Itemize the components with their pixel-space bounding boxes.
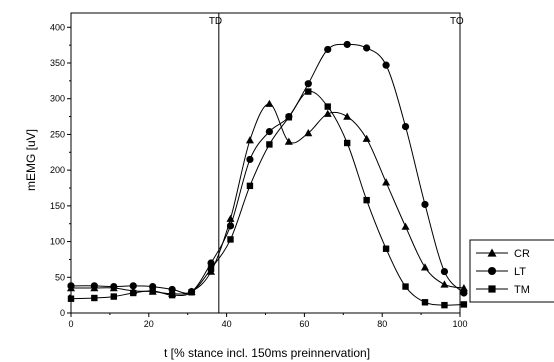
data-point bbox=[227, 236, 234, 243]
y-tick-label: 400 bbox=[50, 22, 65, 32]
data-point bbox=[91, 294, 98, 302]
legend: CR LT TM bbox=[469, 239, 554, 303]
data-point bbox=[110, 293, 117, 300]
y-tick-label: 300 bbox=[50, 94, 65, 104]
y-tick-label: 50 bbox=[55, 272, 65, 282]
data-point bbox=[343, 112, 352, 120]
data-point bbox=[401, 122, 410, 131]
data-point bbox=[382, 245, 390, 252]
x-tick-label: 60 bbox=[299, 319, 309, 329]
data-point bbox=[488, 285, 496, 293]
data-point bbox=[90, 282, 98, 290]
data-point bbox=[343, 139, 351, 147]
data-point bbox=[130, 289, 137, 297]
series-tm bbox=[67, 88, 468, 309]
data-point bbox=[207, 259, 215, 267]
data-point bbox=[363, 44, 371, 52]
data-point bbox=[304, 129, 313, 137]
data-point bbox=[402, 283, 409, 290]
y-tick-label: 150 bbox=[50, 201, 65, 211]
data-point bbox=[441, 301, 448, 309]
legend-label: CR bbox=[514, 248, 530, 260]
y-axis: 0 50 100 150 200 250 300 350 400 bbox=[50, 22, 71, 318]
data-point bbox=[324, 45, 332, 54]
data-point bbox=[129, 282, 137, 290]
data-point bbox=[382, 61, 390, 69]
y-tick-label: 350 bbox=[50, 58, 65, 68]
data-point bbox=[207, 265, 215, 272]
data-point bbox=[110, 282, 118, 291]
series-group bbox=[67, 40, 468, 309]
data-point bbox=[487, 266, 497, 276]
data-point bbox=[401, 222, 410, 230]
annotation-label: TD bbox=[209, 16, 222, 27]
data-point bbox=[285, 114, 293, 121]
y-tick-label: 200 bbox=[50, 165, 65, 175]
data-point bbox=[266, 141, 273, 148]
data-point bbox=[459, 284, 468, 292]
data-point bbox=[343, 40, 351, 49]
data-point bbox=[168, 285, 176, 294]
data-point bbox=[265, 127, 273, 136]
x-tick-label: 0 bbox=[68, 319, 73, 329]
data-point bbox=[421, 299, 429, 306]
data-point bbox=[246, 155, 254, 164]
series-lt bbox=[67, 40, 468, 297]
data-point bbox=[487, 248, 497, 257]
data-point bbox=[304, 80, 312, 88]
x-tick-label: 80 bbox=[377, 319, 387, 329]
data-point bbox=[382, 178, 391, 186]
y-tick-label: 0 bbox=[60, 308, 65, 318]
y-tick-label: 250 bbox=[50, 129, 65, 139]
legend-item: CR bbox=[476, 248, 530, 260]
y-tick-label: 100 bbox=[50, 237, 65, 247]
data-point bbox=[305, 88, 312, 95]
y-axis-label: mEMG [uV] bbox=[24, 129, 38, 191]
data-point bbox=[149, 287, 156, 295]
data-point bbox=[246, 182, 254, 190]
data-point bbox=[284, 137, 293, 145]
x-axis: 0 20 40 60 80 100 bbox=[68, 313, 468, 329]
series-line bbox=[70, 43, 465, 294]
annotations: TD TO bbox=[209, 13, 464, 313]
data-point bbox=[440, 280, 449, 288]
data-point bbox=[420, 263, 429, 271]
legend-item: LT bbox=[476, 266, 526, 278]
x-tick-label: 40 bbox=[222, 319, 232, 329]
data-point bbox=[168, 291, 176, 299]
data-point bbox=[460, 301, 468, 308]
legend-item: TM bbox=[476, 284, 530, 296]
legend-label: LT bbox=[514, 266, 526, 278]
data-point bbox=[363, 196, 370, 204]
data-point bbox=[460, 289, 468, 297]
data-point bbox=[323, 109, 332, 117]
data-point bbox=[362, 134, 371, 142]
data-point bbox=[188, 289, 195, 296]
x-axis-label: t [% stance incl. 150ms preinnervation] bbox=[164, 346, 370, 360]
annotation-label: TO bbox=[450, 16, 464, 27]
data-point bbox=[67, 282, 75, 290]
plot-frame bbox=[70, 12, 461, 314]
data-point bbox=[265, 99, 274, 107]
plot-area bbox=[70, 12, 461, 314]
x-tick-label: 100 bbox=[452, 319, 467, 329]
data-point bbox=[226, 222, 235, 230]
data-point bbox=[245, 136, 254, 144]
legend-label: TM bbox=[514, 284, 530, 296]
data-point bbox=[440, 267, 449, 276]
data-point bbox=[67, 295, 75, 302]
data-point bbox=[421, 200, 429, 209]
x-tick-label: 20 bbox=[144, 319, 154, 329]
data-point bbox=[324, 103, 331, 110]
